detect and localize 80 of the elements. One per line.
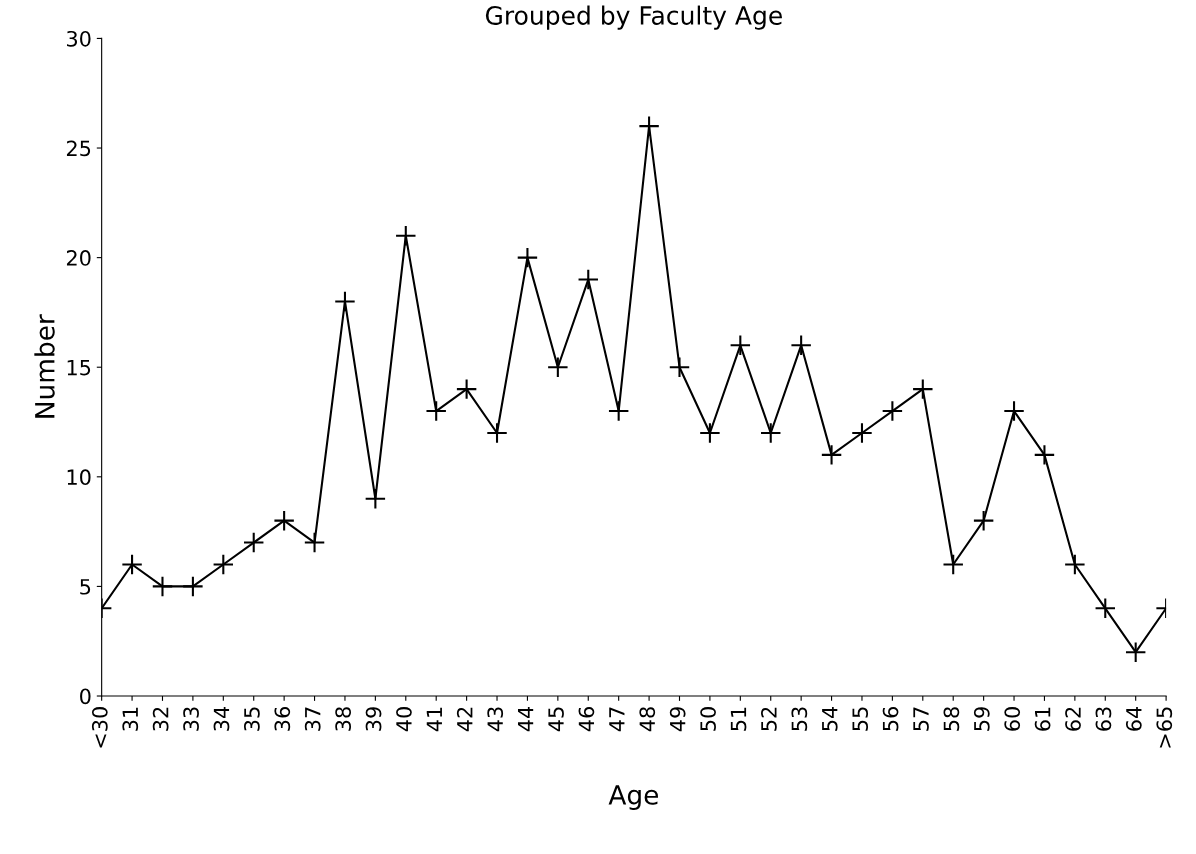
x-tick-label: 64 [1125, 706, 1142, 731]
point [242, 531, 265, 554]
point [759, 422, 782, 444]
x-tick-label: 58 [943, 707, 960, 731]
x-tick-label: 35 [244, 707, 260, 731]
point [455, 378, 478, 400]
point [820, 444, 843, 466]
x-tick-label: 59 [973, 707, 990, 731]
x-tick-label: 44 [518, 706, 534, 732]
point [790, 334, 812, 357]
point [972, 509, 995, 532]
y-tick-label: 20 [66, 250, 91, 266]
point [547, 356, 569, 378]
y-tick-label: 25 [66, 140, 91, 157]
x-axis-title: Age [608, 785, 658, 810]
x-tick-label: 46 [578, 707, 595, 732]
point [273, 509, 295, 532]
x-tick-label: 55 [852, 707, 869, 731]
x-tick-label: 56 [882, 707, 899, 731]
point [1064, 553, 1086, 576]
x-tick-label: 42 [456, 707, 473, 732]
x-tick-label: 32 [152, 707, 169, 731]
x-tick-label: 52 [761, 707, 777, 731]
y-tick-label: 5 [80, 579, 91, 595]
x-tick-label: 38 [335, 707, 352, 731]
x-tick-label: 60 [1004, 707, 1021, 731]
point [486, 422, 508, 444]
x-tick-label: 31 [122, 707, 139, 731]
point [851, 422, 873, 444]
point [577, 268, 600, 291]
y-tick-label: 15 [67, 359, 91, 376]
point [212, 553, 235, 576]
point [638, 115, 660, 137]
y-tick-label: 30 [67, 30, 91, 47]
x-tick-label: 33 [183, 707, 199, 731]
point [699, 422, 721, 444]
point [1094, 597, 1117, 620]
x-tick-label: 51 [730, 707, 747, 731]
x-tick-label: <30 [91, 707, 108, 748]
point [425, 400, 447, 422]
point [607, 400, 630, 422]
point [1124, 641, 1147, 663]
x-tick-label: 39 [365, 707, 382, 731]
y-tick-label: 10 [67, 469, 91, 486]
chart-title: Grouped by Faculty Age [485, 5, 782, 30]
point [912, 378, 934, 400]
point [151, 575, 174, 598]
point [1033, 444, 1056, 466]
point [303, 531, 326, 554]
point [881, 400, 904, 422]
point [182, 575, 204, 598]
x-tick-label: 37 [304, 707, 321, 731]
x-tick-label: 48 [639, 707, 656, 732]
point [729, 334, 752, 357]
point [364, 487, 387, 510]
x-tick-label: 36 [274, 707, 291, 731]
point [668, 356, 691, 378]
x-tick-label: 47 [609, 707, 625, 732]
x-tick-label: 41 [426, 707, 442, 732]
point [942, 553, 964, 576]
x-tick-label: 45 [548, 707, 564, 732]
x-tick-label: 61 [1034, 707, 1051, 731]
x-tick-label: >65 [1156, 707, 1173, 748]
y-axis-title: Number [34, 314, 55, 418]
x-tick-label: 57 [913, 707, 929, 731]
point [395, 224, 417, 247]
point [334, 290, 356, 313]
x-tick-label: 43 [487, 707, 504, 732]
point [516, 246, 539, 269]
x-tick-label: 53 [791, 707, 808, 731]
x-tick-label: 49 [669, 707, 686, 732]
x-tick-label: 34 [213, 706, 230, 731]
point [1003, 400, 1025, 422]
y-tick-label: 0 [80, 688, 91, 705]
x-tick-label: 62 [1065, 707, 1081, 731]
x-tick-label: 50 [700, 707, 716, 731]
x-tick-label: 63 [1095, 707, 1112, 731]
x-tick-label: 54 [822, 706, 838, 731]
point [121, 553, 143, 576]
x-tick-label: 40 [396, 707, 412, 732]
